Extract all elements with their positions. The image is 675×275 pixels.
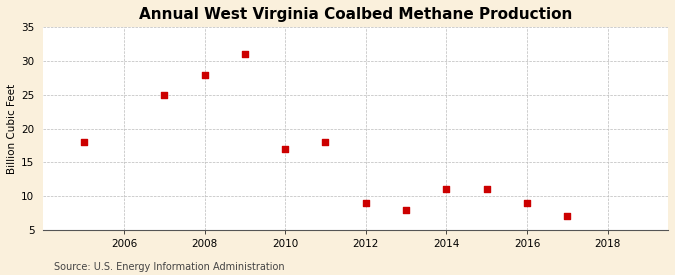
Point [522,200,533,205]
Text: Source: U.S. Energy Information Administration: Source: U.S. Energy Information Administ… [54,262,285,272]
Point [78,140,89,144]
Y-axis label: Billion Cubic Feet: Billion Cubic Feet [7,84,17,174]
Point [280,147,291,151]
Point [481,187,492,191]
Point [199,72,210,77]
Point [360,200,371,205]
Title: Annual West Virginia Coalbed Methane Production: Annual West Virginia Coalbed Methane Pro… [139,7,572,22]
Point [240,52,250,56]
Point [441,187,452,191]
Point [401,207,412,212]
Point [159,93,169,97]
Point [320,140,331,144]
Point [562,214,572,218]
